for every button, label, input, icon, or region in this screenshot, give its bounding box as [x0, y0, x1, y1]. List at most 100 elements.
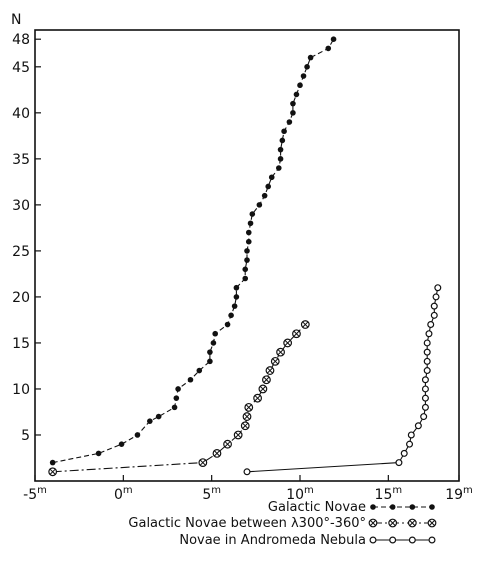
- legend-key-marker: [409, 504, 416, 510]
- series-1-point: [276, 347, 285, 357]
- series-2-point: [421, 376, 429, 384]
- series-1-point: [253, 393, 263, 403]
- series-2: [243, 284, 442, 476]
- legend-label: Galactic Novae between λ300°-360°: [128, 516, 366, 531]
- series-1-point-cross: [302, 321, 309, 328]
- plot-frame: [34, 29, 460, 482]
- series-0-point: [155, 413, 162, 420]
- series-2-point: [427, 321, 435, 329]
- series-2-point: [421, 394, 429, 402]
- series-0-point: [207, 349, 213, 355]
- y-tick-label: 48: [12, 32, 30, 48]
- legend-key-marker: [389, 536, 397, 544]
- series-2-point: [414, 422, 422, 430]
- legend-label: Novae in Andromeda Nebula: [179, 533, 366, 548]
- series-0-point: [224, 321, 231, 328]
- series-1-point: [300, 320, 310, 329]
- legend-label: Galactic Novae: [268, 500, 366, 515]
- y-tick-label: 20: [12, 290, 30, 306]
- legend-key-marker: [368, 518, 378, 528]
- x-tick-unit: m: [37, 485, 47, 496]
- series-2-point: [406, 440, 414, 448]
- y-tick-label: 45: [12, 60, 30, 76]
- series-1-point: [48, 467, 58, 477]
- series-1-point-cross: [199, 459, 206, 466]
- series-0-point: [244, 257, 250, 263]
- y-tick-label: 35: [12, 152, 30, 168]
- x-tick-unit: m: [304, 485, 314, 496]
- series-0-point: [277, 156, 284, 162]
- series-0-point: [95, 450, 102, 457]
- y-axis: 5 10 15 20 25 30 35 40 45 48: [12, 32, 41, 444]
- legend-key-marker: [429, 504, 435, 510]
- series-0-point: [290, 110, 296, 116]
- series-0: [49, 36, 337, 466]
- data-series: [48, 36, 442, 477]
- series-0-point: [268, 174, 275, 181]
- series-0-point: [281, 128, 287, 135]
- legend-key-marker-cross: [389, 520, 396, 526]
- series-2-point: [421, 403, 429, 411]
- series-0-point: [118, 441, 125, 447]
- series-1-point: [283, 338, 293, 348]
- series-2-point: [430, 311, 438, 319]
- x-tick-label: 0m: [114, 485, 133, 503]
- series-1-point-cross: [284, 339, 291, 346]
- series-0-point: [244, 248, 250, 254]
- series-1-point-cross: [259, 386, 266, 392]
- series-0-point: [231, 303, 238, 309]
- legend-key-marker: [408, 536, 416, 544]
- series-1-point-cross: [49, 468, 56, 475]
- series-0-point: [256, 202, 263, 208]
- series-0-point: [212, 330, 218, 337]
- series-1-point: [240, 421, 250, 431]
- series-0-point: [300, 73, 307, 79]
- series-1-point-cross: [263, 376, 270, 383]
- y-tick-label: 30: [12, 198, 30, 214]
- series-0-point: [297, 82, 303, 89]
- series-1-point: [262, 375, 271, 385]
- series-1-point: [244, 402, 254, 412]
- series-0-point: [330, 36, 337, 43]
- series-1-point-cross: [214, 450, 220, 457]
- legend-key-marker-cross: [370, 520, 376, 526]
- y-tick-label: 40: [12, 106, 30, 122]
- legend-key-marker: [370, 504, 376, 510]
- series-2-point: [434, 284, 442, 292]
- series-1-point-cross: [235, 432, 242, 438]
- series-2-point: [407, 431, 415, 439]
- series-0-point: [196, 367, 203, 374]
- series-0-point: [242, 275, 249, 282]
- x-tick-unit: m: [211, 485, 221, 496]
- series-0-point: [286, 119, 293, 125]
- legend-key-marker: [389, 504, 396, 510]
- y-tick-label: 25: [12, 244, 30, 260]
- x-axis: -5m 0m 5m 10m 15m 19m: [23, 475, 473, 503]
- series-0-point: [261, 192, 268, 199]
- series-2-point: [421, 385, 429, 393]
- series-1-point: [270, 356, 280, 366]
- legend-key-marker: [388, 518, 398, 528]
- series-0-point: [290, 100, 296, 107]
- series-0-point: [233, 294, 240, 300]
- x-tick-label: 5m: [202, 485, 221, 503]
- legend-key-marker: [407, 518, 417, 528]
- series-0-point: [307, 54, 314, 61]
- y-tick-label: 5: [21, 428, 30, 444]
- x-tick-unit: m: [123, 485, 133, 496]
- series-0-point: [171, 404, 178, 411]
- series-2-point: [430, 302, 438, 310]
- x-tick-label: -5m: [23, 485, 47, 503]
- series-1-point: [198, 458, 208, 467]
- x-tick-label: 15m: [375, 485, 403, 503]
- series-1-point-cross: [254, 395, 261, 402]
- series-0-point: [279, 137, 286, 144]
- series-0-point: [173, 395, 180, 401]
- series-1-point: [233, 430, 243, 440]
- series-2-point: [400, 449, 408, 457]
- y-axis-label: N: [11, 12, 21, 28]
- series-1-point: [223, 439, 232, 449]
- series-1-point-cross: [277, 349, 284, 356]
